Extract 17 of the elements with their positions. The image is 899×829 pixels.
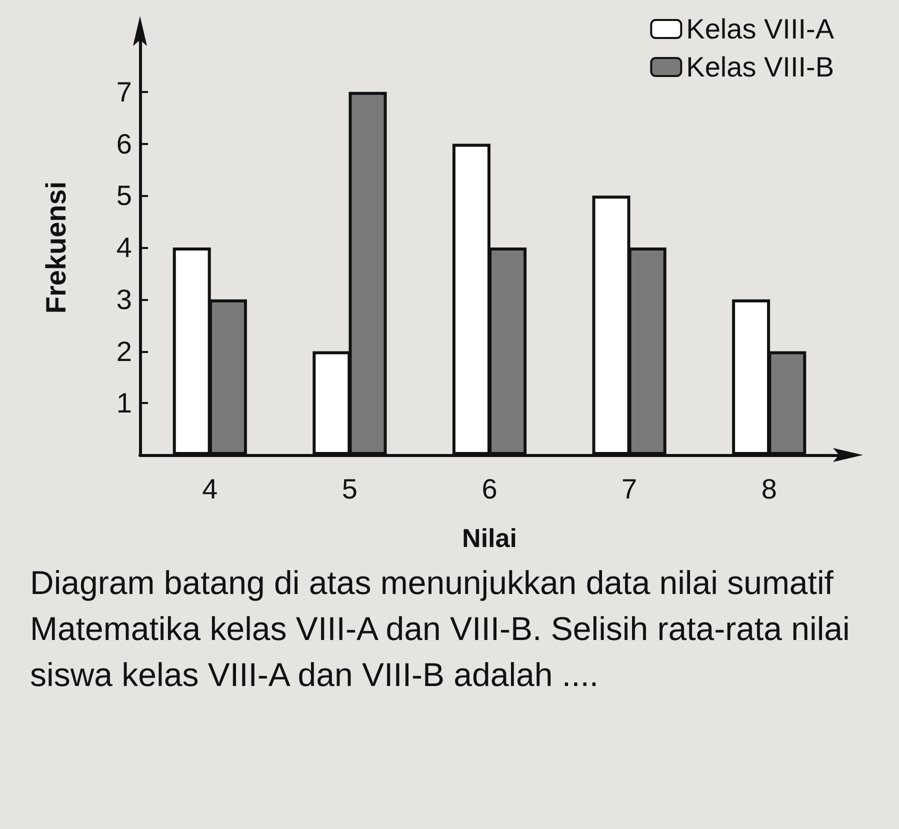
y-tick-label: 7 [116,76,132,108]
y-axis-title: Frekuensi [40,181,72,314]
text: Diagram batang di atas menunjukkan data nilai sumatif Matematika kelas VIII-A dan VIII-B. Selisih rata-rata nilai siswa kelas VIII-A dan VIII-B adalah .... [30,563,851,695]
y-tick-label: 2 [116,336,132,367]
x-tick-label: 5 [342,474,358,504]
y-tick-label: 4 [116,232,132,263]
y-tick-label: 3 [116,284,132,315]
y-tick-label: 5 [116,180,132,212]
x-tick-label: 6 [482,474,498,504]
x-tick-label: 8 [761,474,777,504]
legend-label: Kelas VIII-B [686,52,834,82]
x-axis-title: Nilai [462,523,517,553]
legend-label: Kelas VIII-A [686,14,834,44]
x-tick-label: 4 [202,474,218,504]
y-tick-label: 6 [116,128,132,160]
x-tick-label: 7 [622,474,638,504]
y-tick-label: 1 [116,388,132,419]
